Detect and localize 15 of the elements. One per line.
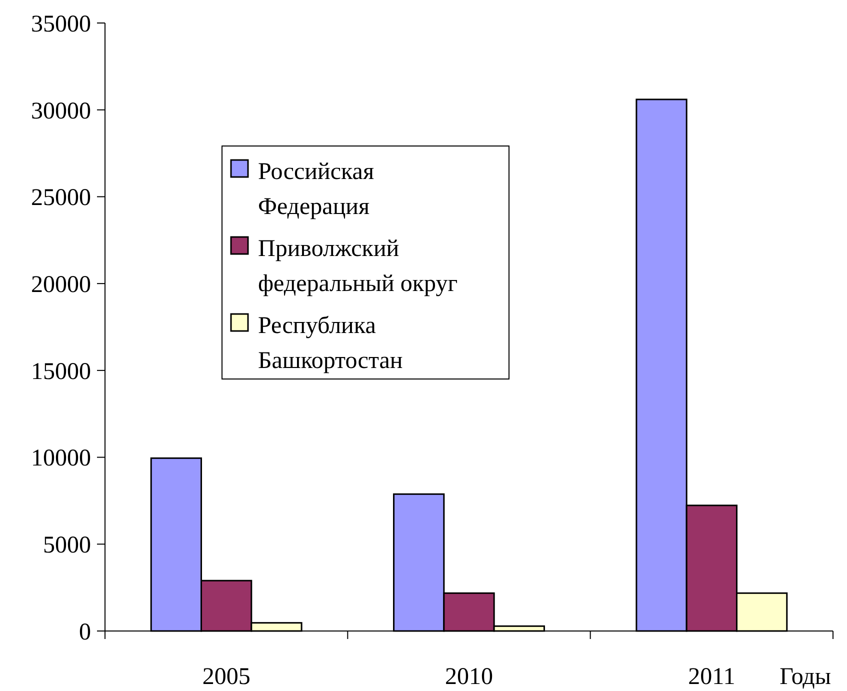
- y-tick-label: 5000: [43, 532, 91, 559]
- y-tick-label: 30000: [31, 98, 91, 124]
- y-tick-label: 10000: [31, 446, 91, 472]
- y-tick-label: 25000: [31, 185, 91, 212]
- legend-label: Республика Башкортостан: [258, 313, 403, 374]
- legend-label: Российская Федерация: [258, 159, 374, 220]
- x-axis-title: Годы: [780, 664, 831, 690]
- x-tick-label: 2010: [445, 664, 493, 690]
- y-tick-label: 0: [79, 619, 91, 646]
- y-tick-label: 35000: [31, 11, 91, 38]
- y-tick-label: 20000: [31, 272, 91, 298]
- legend-label: Приволжский федеральный округ: [258, 236, 458, 297]
- x-tick-label: 2011: [688, 664, 736, 690]
- x-tick-label: 2005: [202, 664, 250, 690]
- y-tick-label: 15000: [31, 358, 91, 385]
